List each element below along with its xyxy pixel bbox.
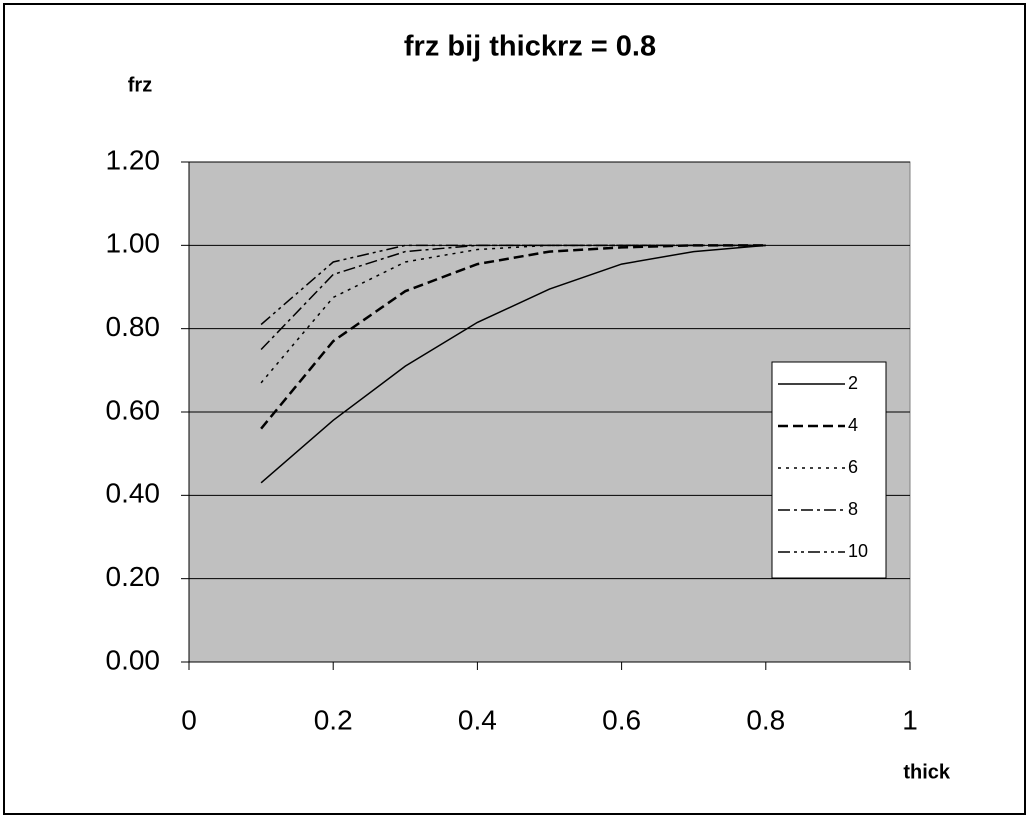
series-line bbox=[260, 244, 766, 326]
x-tick-label: 0.2 bbox=[314, 704, 353, 735]
y-axis-label: frz bbox=[128, 74, 152, 96]
chart-title: frz bij thickrz = 0.8 bbox=[404, 31, 656, 63]
legend-label: 4 bbox=[848, 415, 858, 435]
x-tick-label: 0.8 bbox=[746, 704, 785, 735]
x-tick-label: 0.6 bbox=[602, 704, 641, 735]
legend-label: 2 bbox=[848, 373, 858, 393]
x-tick-label: 0.4 bbox=[458, 704, 497, 735]
y-tick-label: 0.00 bbox=[106, 644, 161, 675]
series-line bbox=[260, 244, 766, 484]
legend-label: 10 bbox=[848, 541, 868, 561]
y-tick-label: 0.60 bbox=[106, 394, 161, 425]
x-tick-label: 0 bbox=[181, 704, 197, 735]
x-axis-label: thick bbox=[903, 761, 951, 783]
y-tick-label: 1.20 bbox=[106, 144, 161, 175]
legend-label: 8 bbox=[848, 499, 858, 519]
x-tick-label: 1 bbox=[902, 704, 918, 735]
y-tick-label: 0.40 bbox=[106, 478, 161, 509]
legend bbox=[771, 361, 887, 579]
legend-label: 6 bbox=[848, 457, 858, 477]
y-tick-label: 0.80 bbox=[106, 311, 161, 342]
series-line bbox=[260, 244, 766, 351]
y-tick-label: 1.00 bbox=[106, 228, 161, 259]
y-tick-label: 0.20 bbox=[106, 561, 161, 592]
